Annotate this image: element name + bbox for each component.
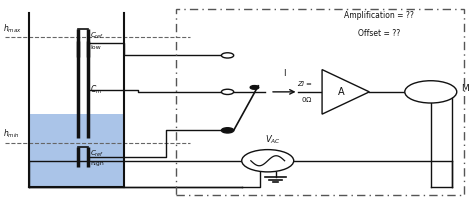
Circle shape <box>221 53 234 58</box>
Polygon shape <box>322 70 369 114</box>
Text: $C_{ref}$: $C_{ref}$ <box>90 31 104 41</box>
Text: M: M <box>462 84 469 93</box>
Text: I: I <box>283 69 285 78</box>
Circle shape <box>221 89 234 94</box>
Bar <box>175 9 464 195</box>
Text: low: low <box>90 45 101 50</box>
Text: $Zi=$: $Zi=$ <box>297 79 313 88</box>
Text: $0\Omega$: $0\Omega$ <box>301 95 313 104</box>
Circle shape <box>242 150 294 172</box>
Polygon shape <box>29 114 124 187</box>
Text: $h_{max}$: $h_{max}$ <box>3 23 22 35</box>
Text: $C_m$: $C_m$ <box>90 84 102 96</box>
Text: high: high <box>90 161 104 166</box>
Circle shape <box>250 85 259 89</box>
Text: A: A <box>337 87 344 97</box>
Text: $V_{AC}$: $V_{AC}$ <box>264 133 280 146</box>
Circle shape <box>221 128 234 133</box>
Text: $C_{ref}$: $C_{ref}$ <box>90 149 104 159</box>
Text: Amplification = ??: Amplification = ?? <box>344 11 414 20</box>
Text: Offset = ??: Offset = ?? <box>358 29 400 38</box>
Circle shape <box>405 81 457 103</box>
Text: $h_{min}$: $h_{min}$ <box>3 128 19 141</box>
